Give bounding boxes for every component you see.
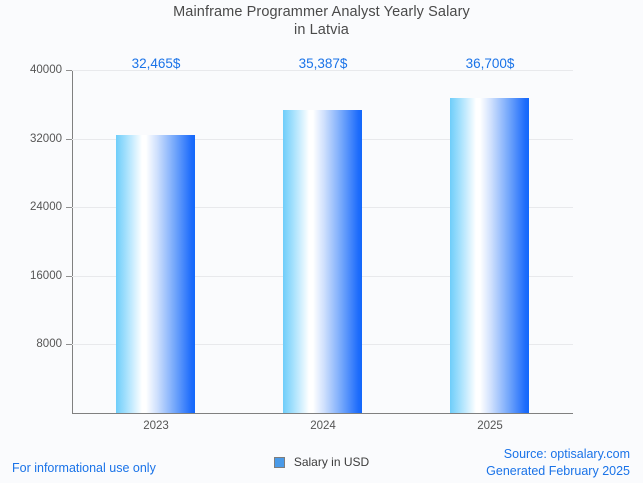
x-tick-label-2023: 2023	[143, 420, 169, 432]
chart-legend: Salary in USD	[0, 455, 643, 469]
source-text: Source: optisalary.com	[503, 447, 630, 461]
bar-value-label-2025: 36,700$	[465, 56, 515, 71]
chart-title: Mainframe Programmer Analyst Yearly Sala…	[0, 3, 643, 39]
bar-value-label-2024: 35,387$	[298, 56, 348, 71]
source-block: Source: optisalary.com Generated Februar…	[486, 446, 630, 480]
y-axis-line	[72, 70, 73, 414]
x-tick-label-2025: 2025	[477, 420, 503, 432]
x-axis-line	[72, 413, 573, 414]
gridline	[72, 70, 573, 71]
legend-item-salary-in-usd[interactable]: Salary in USD	[273, 455, 370, 469]
y-tick-label: 8000	[36, 338, 62, 350]
bar-2024[interactable]	[283, 110, 362, 413]
y-tick-label: 24000	[30, 201, 62, 213]
chart-title-line-1: Mainframe Programmer Analyst Yearly Sala…	[173, 4, 470, 20]
y-tick-mark	[66, 139, 72, 140]
y-tick-label: 32000	[30, 133, 62, 145]
y-tick-mark	[66, 276, 72, 277]
legend-swatch-icon	[273, 456, 285, 468]
generated-text: Generated February 2025	[486, 464, 630, 478]
y-tick-mark	[66, 207, 72, 208]
disclaimer-text: For informational use only	[12, 461, 156, 475]
bar-2023[interactable]	[116, 135, 195, 413]
y-tick-label: 16000	[30, 270, 62, 282]
y-tick-mark	[66, 344, 72, 345]
legend-item-label: Salary in USD	[293, 455, 370, 469]
chart-title-line-2: in Latvia	[294, 22, 349, 38]
y-tick-label: 40000	[30, 64, 62, 76]
bar-2025[interactable]	[450, 98, 529, 413]
x-tick-label-2024: 2024	[310, 420, 336, 432]
bar-value-label-2023: 32,465$	[131, 56, 181, 71]
y-tick-mark	[66, 70, 72, 71]
